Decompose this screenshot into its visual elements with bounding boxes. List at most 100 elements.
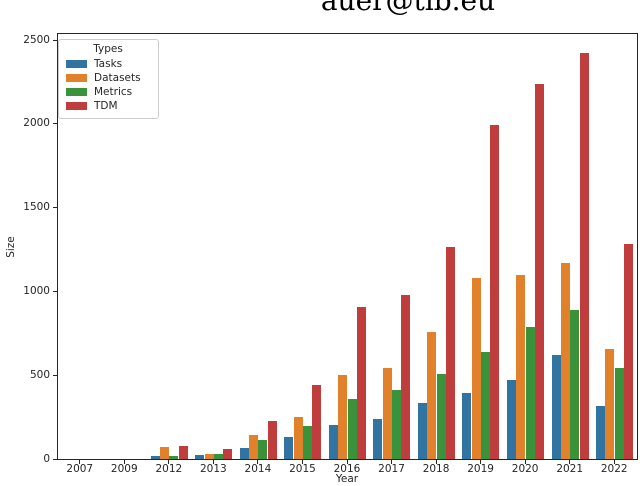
bar-tasks-2012 bbox=[150, 456, 160, 459]
bar-datasets-2017 bbox=[382, 368, 392, 459]
legend-entry-datasets: Datasets bbox=[66, 71, 150, 85]
bar-metrics-2015 bbox=[302, 426, 312, 459]
page-title: auer@tib.eu bbox=[320, 0, 496, 17]
y-tick-mark bbox=[53, 207, 57, 209]
bar-datasets-2012 bbox=[160, 447, 170, 459]
legend-entry-tdm: TDM bbox=[66, 99, 150, 113]
bar-tdm-2021 bbox=[579, 53, 589, 459]
bar-tasks-2016 bbox=[328, 425, 338, 459]
x-tick-label: 2020 bbox=[511, 463, 539, 475]
x-tick-label: 2015 bbox=[289, 463, 316, 475]
bar-metrics-2014 bbox=[258, 440, 268, 459]
bar-metrics-2012 bbox=[169, 456, 179, 459]
y-tick-mark bbox=[53, 458, 57, 460]
x-tick-label: 2007 bbox=[66, 463, 94, 475]
bar-datasets-2013 bbox=[204, 454, 214, 459]
x-tick-mark bbox=[301, 460, 303, 464]
y-tick-mark bbox=[53, 374, 57, 376]
bar-metrics-2017 bbox=[392, 390, 402, 459]
y-tick-mark bbox=[53, 123, 57, 125]
y-tick-label: 500 bbox=[29, 368, 50, 381]
x-tick-mark bbox=[480, 460, 482, 464]
bar-tdm-2012 bbox=[178, 446, 188, 459]
bar-metrics-2019 bbox=[481, 352, 491, 459]
y-tick-mark bbox=[53, 290, 57, 292]
x-tick-mark bbox=[346, 460, 348, 464]
x-tick-label: 2009 bbox=[110, 463, 138, 475]
bar-tdm-2016 bbox=[356, 307, 366, 459]
bar-datasets-2021 bbox=[560, 263, 570, 459]
x-tick-label: 2018 bbox=[422, 463, 450, 475]
bar-tdm-2013 bbox=[223, 449, 233, 459]
x-tick-label: 2017 bbox=[378, 463, 405, 475]
bar-tdm-2020 bbox=[534, 84, 544, 459]
x-tick-label: 2012 bbox=[155, 463, 183, 475]
bar-metrics-2013 bbox=[213, 454, 223, 459]
y-tick-label: 2500 bbox=[23, 33, 50, 46]
x-tick-mark bbox=[212, 460, 214, 464]
legend-swatch-icon bbox=[66, 60, 87, 68]
legend-swatch-icon bbox=[66, 102, 87, 110]
legend-entry-tasks: Tasks bbox=[66, 57, 150, 71]
bar-metrics-2022 bbox=[614, 368, 624, 459]
bar-tasks-2021 bbox=[551, 355, 561, 459]
bar-tasks-2014 bbox=[239, 448, 249, 459]
y-tick-label: 2000 bbox=[23, 117, 50, 130]
legend-entry-label: Metrics bbox=[94, 86, 133, 98]
bar-tasks-2015 bbox=[284, 437, 294, 459]
x-tick-mark bbox=[123, 460, 125, 464]
legend-entry-label: Tasks bbox=[94, 58, 123, 70]
bar-tdm-2017 bbox=[401, 295, 411, 459]
bar-metrics-2021 bbox=[570, 310, 580, 459]
x-tick-mark bbox=[613, 460, 615, 464]
bar-tasks-2019 bbox=[462, 393, 472, 459]
bar-tdm-2018 bbox=[445, 247, 455, 459]
legend-entry-label: TDM bbox=[94, 100, 118, 112]
x-axis-label: Year bbox=[335, 473, 359, 485]
bar-metrics-2020 bbox=[525, 327, 535, 459]
bar-datasets-2020 bbox=[516, 275, 526, 459]
bar-datasets-2014 bbox=[249, 435, 259, 459]
legend-entry-metrics: Metrics bbox=[66, 85, 150, 99]
bar-tasks-2022 bbox=[596, 406, 606, 459]
bar-tdm-2019 bbox=[490, 125, 500, 459]
x-tick-mark bbox=[79, 460, 81, 464]
plot-area bbox=[57, 33, 638, 460]
x-tick-mark bbox=[391, 460, 393, 464]
bar-tdm-2014 bbox=[267, 421, 277, 459]
legend-title: Types bbox=[93, 43, 123, 55]
x-tick-mark bbox=[168, 460, 170, 464]
legend-entry-label: Datasets bbox=[94, 72, 141, 84]
bar-datasets-2018 bbox=[427, 332, 437, 459]
y-axis-label: Size bbox=[5, 236, 17, 258]
bar-metrics-2018 bbox=[436, 374, 446, 459]
legend-swatch-icon bbox=[66, 88, 87, 96]
bar-tasks-2013 bbox=[195, 455, 205, 459]
x-tick-mark bbox=[257, 460, 259, 464]
bar-datasets-2015 bbox=[293, 417, 303, 459]
x-tick-label: 2022 bbox=[600, 463, 628, 475]
bar-tdm-2015 bbox=[312, 385, 322, 459]
x-tick-mark bbox=[435, 460, 437, 464]
x-tick-label: 2013 bbox=[200, 463, 227, 475]
bar-datasets-2022 bbox=[605, 349, 615, 459]
legend-swatch-icon bbox=[66, 74, 87, 82]
bar-metrics-2016 bbox=[347, 399, 357, 459]
bar-tasks-2020 bbox=[506, 380, 516, 459]
bar-datasets-2016 bbox=[338, 375, 348, 459]
legend: Types Tasks Datasets Metrics TDM bbox=[58, 39, 159, 119]
x-tick-label: 2019 bbox=[467, 463, 494, 475]
bar-tdm-2022 bbox=[624, 244, 634, 459]
bar-datasets-2019 bbox=[471, 278, 481, 459]
y-tick-mark bbox=[53, 39, 57, 41]
x-tick-mark bbox=[524, 460, 526, 464]
y-tick-label: 1000 bbox=[23, 284, 50, 297]
x-tick-label: 2021 bbox=[556, 463, 584, 475]
x-tick-label: 2014 bbox=[244, 463, 272, 475]
x-tick-mark bbox=[569, 460, 571, 464]
x-tick-label: 2016 bbox=[333, 463, 361, 475]
y-tick-label: 0 bbox=[43, 452, 50, 465]
legend-entries: Tasks Datasets Metrics TDM bbox=[66, 57, 150, 113]
bar-tasks-2017 bbox=[373, 419, 383, 459]
